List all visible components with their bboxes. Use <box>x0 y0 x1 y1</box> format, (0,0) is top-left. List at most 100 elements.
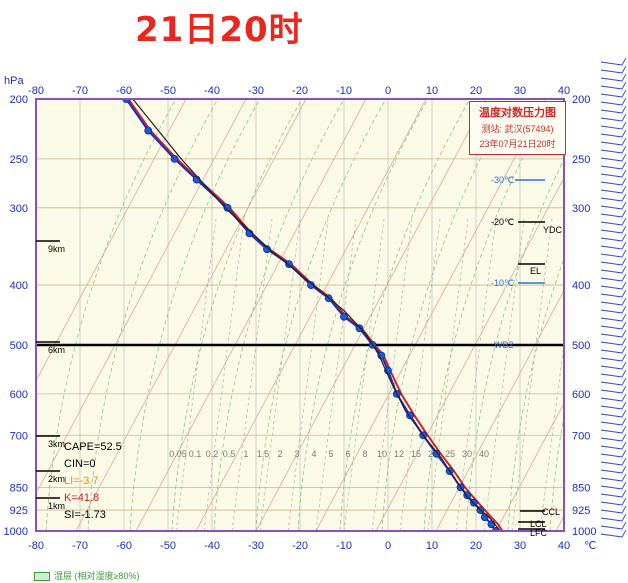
wind-barb-flag <box>621 353 627 362</box>
wind-barb-flag <box>621 209 627 218</box>
wind-barb-flag <box>621 121 627 130</box>
moist-adiabat-line <box>339 99 471 531</box>
level-label: LFC <box>530 528 548 538</box>
wind-barb-staff <box>600 357 623 362</box>
temp-tick-top: 10 <box>426 85 438 97</box>
wind-barb-flag <box>621 337 627 346</box>
mixing-ratio-label: 0.1 <box>189 449 202 459</box>
wind-barb-flag <box>621 57 627 66</box>
level-label: EL <box>530 266 541 276</box>
wind-barb-flag <box>621 393 627 402</box>
temp-tick-bottom: -60 <box>116 540 132 552</box>
wind-barb <box>600 57 627 66</box>
wind-barb <box>600 137 627 146</box>
pressure-tick-left: 500 <box>10 340 28 352</box>
level-label: -20℃ <box>491 217 514 227</box>
mixing-ratio-label: 10 <box>377 449 387 459</box>
wind-barb <box>600 409 627 418</box>
wind-barb <box>600 297 627 306</box>
wind-barb <box>600 177 627 186</box>
pressure-tick-right: 500 <box>572 340 590 352</box>
wind-barb-flag <box>621 161 627 170</box>
wind-barb <box>600 129 627 138</box>
plot-frame <box>35 98 565 532</box>
moist-adiabat-line <box>45 99 177 531</box>
dewpoint-marker <box>406 411 414 420</box>
wind-barb-staff <box>600 493 623 498</box>
wind-barb-staff <box>600 429 623 434</box>
wind-barb <box>600 265 627 274</box>
wind-barb <box>600 225 627 234</box>
wind-barb <box>600 313 627 322</box>
legend-swatch <box>34 572 50 582</box>
mixing-ratio-label: 15 <box>411 449 421 459</box>
moist-adiabat-line <box>297 99 429 531</box>
dry-adiabat-line <box>435 289 564 531</box>
wind-barb <box>600 473 627 482</box>
wind-barb-flag <box>621 193 627 202</box>
wind-barb-flag <box>621 153 627 162</box>
pressure-tick-left: 925 <box>10 505 28 517</box>
wind-barb-flag <box>621 505 627 514</box>
wind-barb-staff <box>600 277 623 282</box>
dry-adiabat-line <box>75 99 307 531</box>
mixing-ratio-label: 6 <box>345 449 350 459</box>
pressure-tick-left: 700 <box>10 430 28 442</box>
pressure-tick-left: 600 <box>10 389 28 401</box>
temp-tick-top: -60 <box>116 85 132 97</box>
mixing-ratio-line <box>287 218 329 531</box>
temp-tick-top: 30 <box>514 85 526 97</box>
temp-tick-top: 20 <box>470 85 482 97</box>
wind-barb-staff <box>600 213 623 218</box>
wind-barb <box>600 441 627 450</box>
dewpoint-marker <box>340 312 348 321</box>
wind-barb-staff <box>600 317 623 322</box>
temp-tick-bottom: 10 <box>426 540 438 552</box>
wind-barb-staff <box>600 69 623 74</box>
wind-barb <box>600 185 627 194</box>
level-label: WB2 <box>494 340 514 350</box>
wind-barb-flag <box>621 97 627 106</box>
wind-barb-staff <box>600 301 623 306</box>
wind-barb-staff <box>600 421 623 426</box>
wind-barb <box>600 361 627 370</box>
wind-barb-staff <box>600 525 623 530</box>
mixing-ratio-label: 12 <box>394 449 404 459</box>
wind-barb-staff <box>600 101 623 106</box>
level-label: CCL <box>542 507 560 517</box>
info-box: 温度对数压力图 测站: 武汉(57494) 23年07月21日20时 <box>469 101 566 155</box>
pressure-tick-right: 200 <box>572 94 590 106</box>
wind-barb-flag <box>621 425 627 434</box>
wind-barb-staff <box>600 253 623 258</box>
mixing-ratio-label: 30 <box>462 449 472 459</box>
wind-barb-flag <box>621 81 627 90</box>
mixing-ratio-line <box>539 341 564 531</box>
dry-adiabat-line <box>36 99 247 495</box>
wind-barb-staff <box>600 365 623 370</box>
wind-barb <box>600 193 627 202</box>
height-label: 6km <box>48 345 65 355</box>
wind-barb-flag <box>621 385 627 394</box>
temp-tick-bottom: -10 <box>336 540 352 552</box>
wind-barb-flag <box>621 185 627 194</box>
pressure-tick-right: 400 <box>572 280 590 292</box>
wind-barb <box>600 281 627 290</box>
wind-barb-flag <box>621 305 627 314</box>
wind-barb-staff <box>600 509 623 514</box>
wind-barb <box>600 513 627 522</box>
wind-barb <box>600 521 627 530</box>
wind-barb-staff <box>600 173 623 178</box>
info-time: 23年07月21日20时 <box>479 139 556 149</box>
wind-barb-flag <box>621 265 627 274</box>
temp-tick-bottom: -30 <box>248 540 264 552</box>
height-label: 9km <box>48 244 65 254</box>
wind-barb-staff <box>600 445 623 450</box>
wind-barb-staff <box>600 269 623 274</box>
wind-barb <box>600 209 627 218</box>
wind-barb-staff <box>600 469 623 474</box>
wind-barb-flag <box>621 297 627 306</box>
wind-barb-staff <box>600 133 623 138</box>
info-heading: 温度对数压力图 <box>479 107 556 119</box>
wind-barb <box>600 489 627 498</box>
